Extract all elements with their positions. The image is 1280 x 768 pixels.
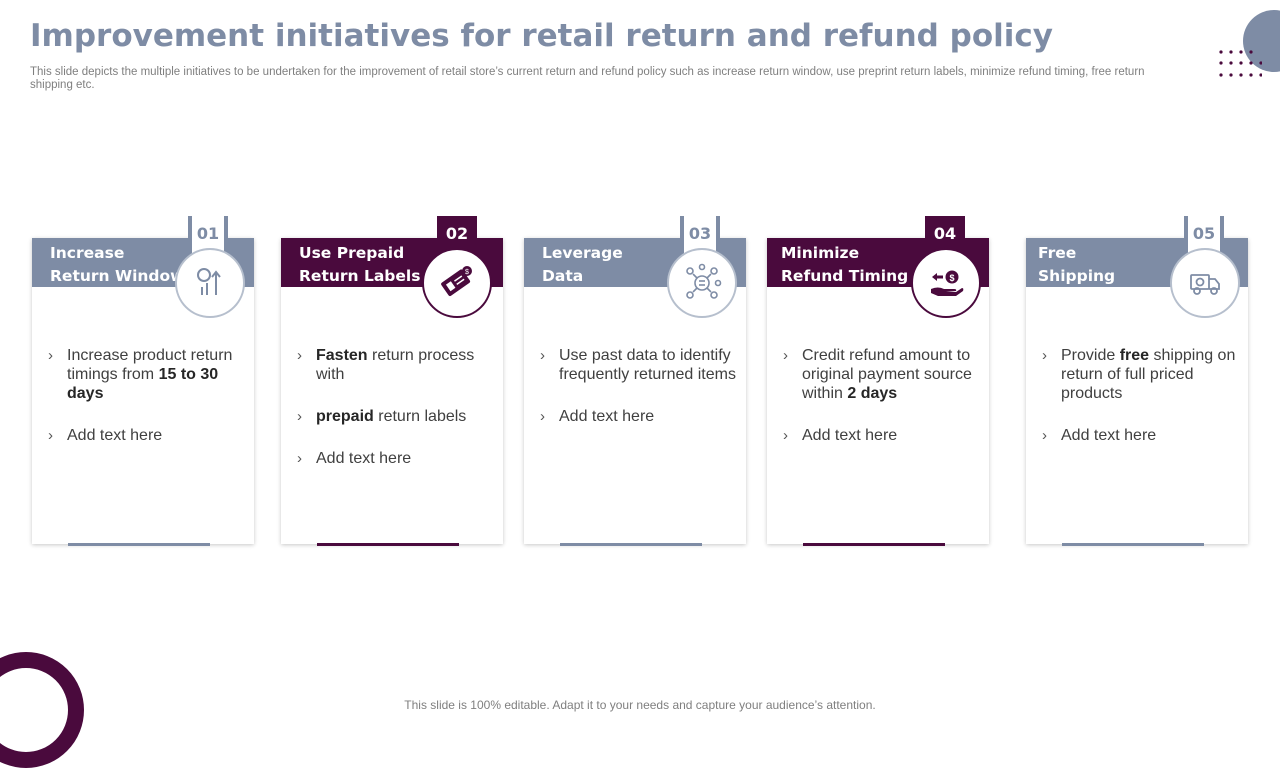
card-bottom-bar	[68, 543, 210, 546]
slide-title: Improvement initiatives for retail retur…	[30, 18, 1053, 54]
card-bottom-bar	[317, 543, 459, 546]
card-bottom-bar	[803, 543, 945, 546]
bullet-item: Fasten return process with	[297, 346, 493, 384]
bullet-list: Increase product return timings from 15 …	[48, 346, 244, 468]
card-number-tab: 02	[437, 216, 477, 256]
initiative-card-2: Use Prepaid Return Labels 02 $ Fasten re…	[281, 216, 503, 546]
refund-hand-icon: $	[913, 250, 979, 316]
card-title: Minimize Refund Timing	[781, 244, 909, 285]
growth-chart-icon	[177, 250, 243, 316]
bullet-list: Provide free shipping on return of full …	[1042, 346, 1238, 468]
card-bottom-bar	[1062, 543, 1204, 546]
svg-text:$: $	[465, 269, 469, 276]
initiative-card-3: Leverage Data 03 Use past data to identi…	[524, 216, 746, 546]
bullet-item: Use past data to identify frequently ret…	[540, 346, 736, 384]
bullet-list: Fasten return process with prepaid retur…	[297, 346, 493, 491]
delivery-truck-icon	[1172, 250, 1238, 316]
bullet-list: Credit refund amount to original payment…	[783, 346, 979, 468]
card-number-tab: 03	[680, 216, 720, 256]
bullet-item: Add text here	[297, 449, 493, 468]
card-number-tab: 01	[188, 216, 228, 256]
card-bottom-bar	[560, 543, 702, 546]
decorative-dot-grid	[1219, 50, 1262, 77]
initiative-card-5: Free Shipping 05 Provide free shipping o…	[1026, 216, 1248, 546]
card-title: Use Prepaid Return Labels	[299, 244, 421, 285]
bullet-list: Use past data to identify frequently ret…	[540, 346, 736, 449]
card-title: Free Shipping	[1038, 244, 1116, 285]
data-network-icon	[669, 250, 735, 316]
card-title: Increase Return Window	[50, 244, 185, 285]
bullet-item: Credit refund amount to original payment…	[783, 346, 979, 403]
card-number-tab: 04	[925, 216, 965, 256]
bullet-item: Add text here	[540, 407, 736, 426]
bullet-item: Add text here	[783, 426, 979, 445]
initiative-card-4: Minimize Refund Timing 04 $ Credit refun…	[767, 216, 989, 546]
card-number-tab: 05	[1184, 216, 1224, 256]
bullet-item: Add text here	[1042, 426, 1238, 445]
bullet-item: Increase product return timings from 15 …	[48, 346, 244, 403]
bullet-item: prepaid return labels	[297, 407, 493, 426]
slide-footer: This slide is 100% editable. Adapt it to…	[404, 698, 876, 712]
svg-text:$: $	[949, 273, 954, 283]
bullet-item: Provide free shipping on return of full …	[1042, 346, 1238, 403]
bullet-item: Add text here	[48, 426, 244, 445]
slide-subtitle: This slide depicts the multiple initiati…	[30, 66, 1145, 91]
payment-label-icon: $	[424, 250, 490, 316]
initiative-card-1: Increase Return Window 01 Increase produ…	[32, 216, 254, 546]
card-title: Leverage Data	[542, 244, 623, 285]
